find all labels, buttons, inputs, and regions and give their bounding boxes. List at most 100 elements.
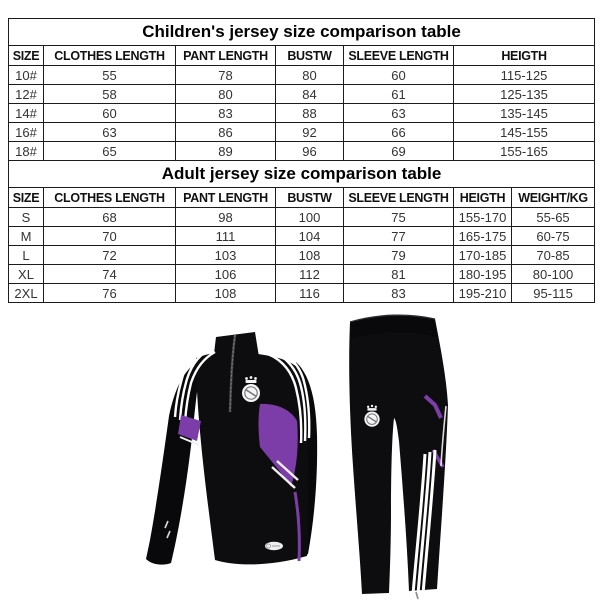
jacket-collar xyxy=(213,332,259,362)
children-data-cell: 61 xyxy=(343,84,454,104)
children-data-cell: 60 xyxy=(343,65,454,85)
pants-side-white-sliver xyxy=(440,405,447,467)
children-data-cell: 63 xyxy=(43,122,176,142)
jacket-left-panel-trim xyxy=(179,436,200,446)
jacket-left-sleeve xyxy=(146,362,201,565)
adult-data-cell: 165-175 xyxy=(453,226,512,246)
children-data-cell: 10# xyxy=(8,65,44,85)
children-data-cell: 84 xyxy=(275,84,344,104)
jacket-right-panel-trim-2 xyxy=(276,460,299,481)
adult-table-title: Adult jersey size comparison table xyxy=(7,160,596,188)
adult-header-cell: WEIGHT/KG xyxy=(510,187,596,208)
adult-data-cell: M xyxy=(8,226,44,246)
adult-data-cell: 70 xyxy=(43,226,176,246)
adult-data-cell: 170-185 xyxy=(453,245,512,265)
children-data-cell: 63 xyxy=(343,103,454,123)
adult-data-row: L 72 103 108 79 170-185 70-85 xyxy=(8,245,596,265)
adult-data-cell: 70-85 xyxy=(510,245,596,265)
pants-body xyxy=(349,315,448,594)
jacket-hem-logo-icon xyxy=(265,541,283,551)
children-header-row: SIZE CLOTHES LENGTH PANT LENGTH BUSTW SLEEVE… xyxy=(8,45,596,66)
children-data-cell: 80 xyxy=(175,84,276,104)
jacket-right-shoulder-stripes-icon xyxy=(258,340,311,444)
adult-header-cell: HEIGTH xyxy=(453,187,512,208)
adult-data-cell: XL xyxy=(8,264,44,284)
adult-data-row: XL 74 106 112 81 180-195 80-100 xyxy=(8,264,596,284)
adult-data-cell: 75 xyxy=(343,207,454,227)
children-data-cell: 65 xyxy=(43,141,176,161)
jacket xyxy=(146,332,318,565)
size-comparison-table: Children's jersey size comparison table S… xyxy=(7,18,596,303)
children-data-cell: 58 xyxy=(43,84,176,104)
children-data-cell: 60 xyxy=(43,103,176,123)
jacket-right-seam-purple xyxy=(293,491,301,562)
children-data-cell: 69 xyxy=(343,141,454,161)
jacket-right-purple-panel xyxy=(258,403,298,487)
children-header-cell: BUSTW xyxy=(275,45,344,66)
children-data-cell: 96 xyxy=(275,141,344,161)
pants-hip-purple-accent xyxy=(423,394,443,419)
adult-header-row: SIZE CLOTHES LENGTH PANT LENGTH BUSTW SLEEVE… xyxy=(8,187,596,208)
adult-data-row: M 70 111 104 77 165-175 60-75 xyxy=(8,226,596,246)
adult-data-cell: 103 xyxy=(175,245,276,265)
size-table-body: Children's jersey size comparison table S… xyxy=(7,18,596,303)
children-title-row: Children's jersey size comparison table xyxy=(7,18,596,46)
children-data-cell: 80 xyxy=(275,65,344,85)
adult-data-cell: 106 xyxy=(175,264,276,284)
pants-hem-zip-icon xyxy=(415,591,419,600)
children-header-cell: HEIGTH xyxy=(452,45,596,66)
children-data-cell: 89 xyxy=(175,141,276,161)
product-photo xyxy=(0,300,600,600)
children-header-cell: SIZE xyxy=(8,45,44,66)
pants-leg-stripes-icon xyxy=(411,449,437,595)
adult-data-cell: 95-115 xyxy=(510,283,596,303)
adult-data-cell: L xyxy=(8,245,44,265)
jacket-left-purple-panel xyxy=(178,415,201,441)
children-data-cell: 66 xyxy=(343,122,454,142)
adult-data-cell: 80-100 xyxy=(510,264,596,284)
children-data-cell: 86 xyxy=(175,122,276,142)
pants-crest-icon xyxy=(364,404,380,427)
children-data-cell: 115-125 xyxy=(452,65,596,85)
adult-data-cell: 180-195 xyxy=(453,264,512,284)
adult-data-cell: 77 xyxy=(343,226,454,246)
children-data-cell: 14# xyxy=(8,103,44,123)
adult-header-cell: CLOTHES LENGTH xyxy=(43,187,176,208)
children-header-cell: SLEEVE LENGTH xyxy=(343,45,454,66)
adult-header-cell: PANT LENGTH xyxy=(175,187,276,208)
children-data-cell: 12# xyxy=(8,84,44,104)
children-data-cell: 18# xyxy=(8,141,44,161)
pants-waistband-edge xyxy=(349,314,436,323)
jacket-crest-icon xyxy=(242,376,260,402)
adult-data-cell: 98 xyxy=(175,207,276,227)
children-data-cell: 92 xyxy=(275,122,344,142)
adult-data-cell: 83 xyxy=(343,283,454,303)
adult-data-cell: 72 xyxy=(43,245,176,265)
children-data-cell: 88 xyxy=(275,103,344,123)
children-data-cell: 55 xyxy=(43,65,176,85)
children-data-cell: 83 xyxy=(175,103,276,123)
adult-data-cell: 112 xyxy=(275,264,344,284)
children-data-cell: 16# xyxy=(8,122,44,142)
adult-data-cell: 79 xyxy=(343,245,454,265)
children-header-cell: PANT LENGTH xyxy=(175,45,276,66)
adult-data-cell: 108 xyxy=(175,283,276,303)
children-data-cell: 155-165 xyxy=(452,141,596,161)
children-data-row: 16# 63 86 92 66 145-155 xyxy=(8,122,596,142)
adult-header-cell: SLEEVE LENGTH xyxy=(343,187,454,208)
adult-data-cell: 195-210 xyxy=(453,283,512,303)
adult-data-cell: 111 xyxy=(175,226,276,246)
children-data-row: 12# 58 80 84 61 125-135 xyxy=(8,84,596,104)
jacket-torso xyxy=(196,350,309,565)
children-data-row: 18# 65 89 96 69 155-165 xyxy=(8,141,596,161)
children-data-row: 10# 55 78 80 60 115-125 xyxy=(8,65,596,85)
jacket-right-panel-trim-1 xyxy=(271,466,296,489)
children-data-cell: 145-155 xyxy=(452,122,596,142)
adult-header-cell: SIZE xyxy=(8,187,44,208)
adult-data-cell: 104 xyxy=(275,226,344,246)
children-data-cell: 78 xyxy=(175,65,276,85)
adult-data-cell: 2XL xyxy=(8,283,44,303)
adult-header-cell: BUSTW xyxy=(275,187,344,208)
children-table-title: Children's jersey size comparison table xyxy=(7,18,596,46)
